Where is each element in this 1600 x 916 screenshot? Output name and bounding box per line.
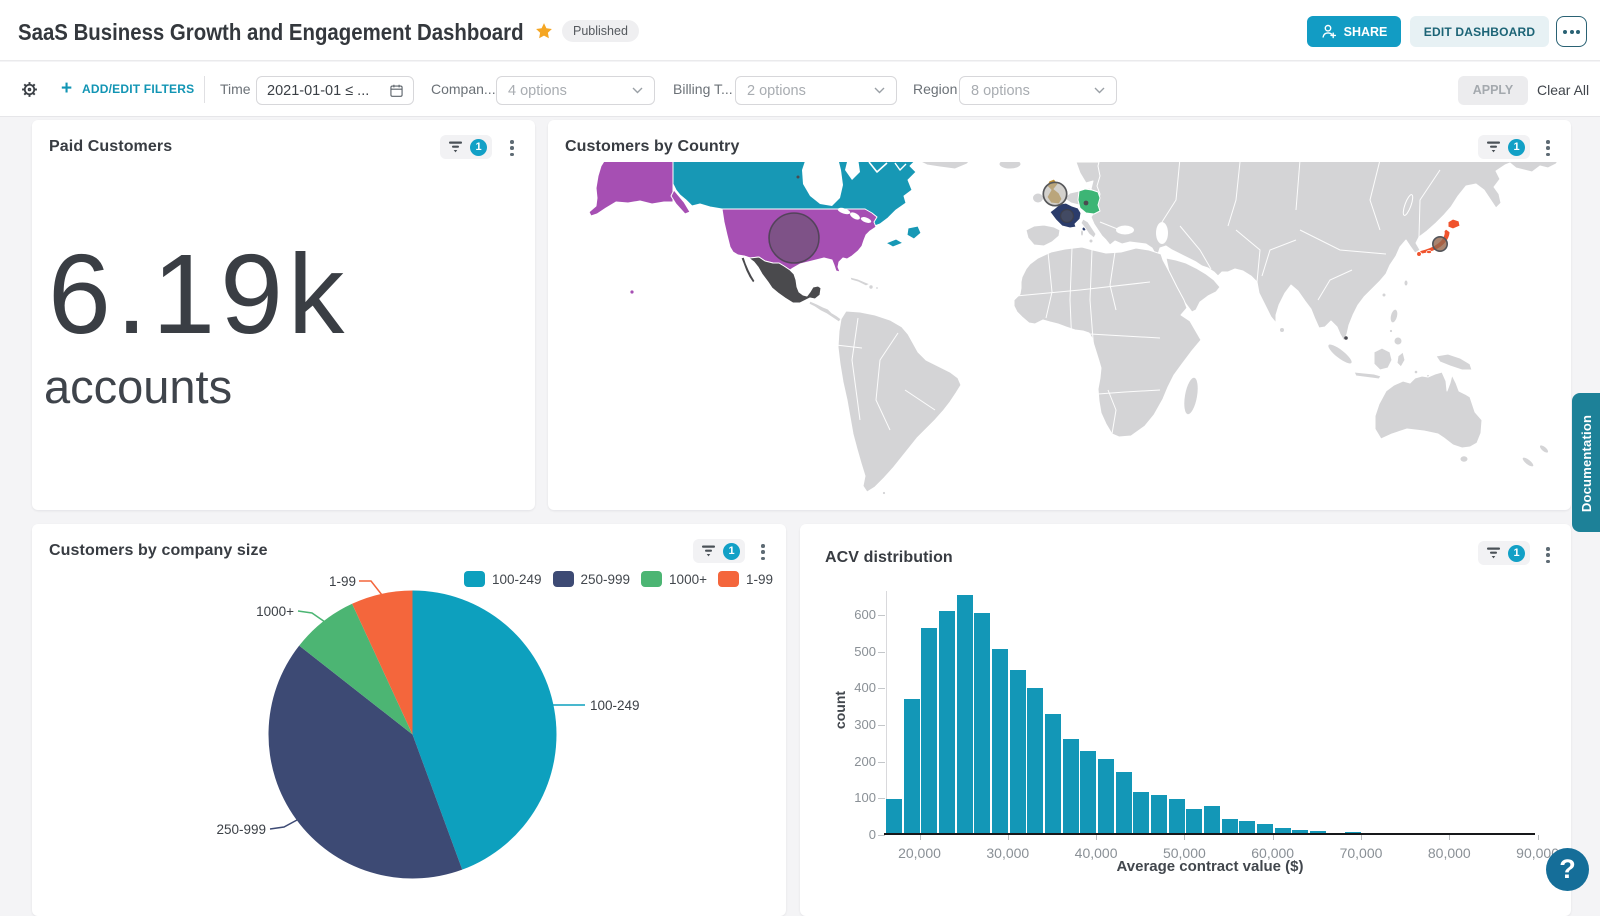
svg-text:1-99: 1-99 bbox=[329, 574, 356, 589]
svg-text:1000+: 1000+ bbox=[256, 604, 294, 619]
svg-text:100-249: 100-249 bbox=[590, 698, 640, 713]
svg-text:250-999: 250-999 bbox=[216, 822, 266, 837]
